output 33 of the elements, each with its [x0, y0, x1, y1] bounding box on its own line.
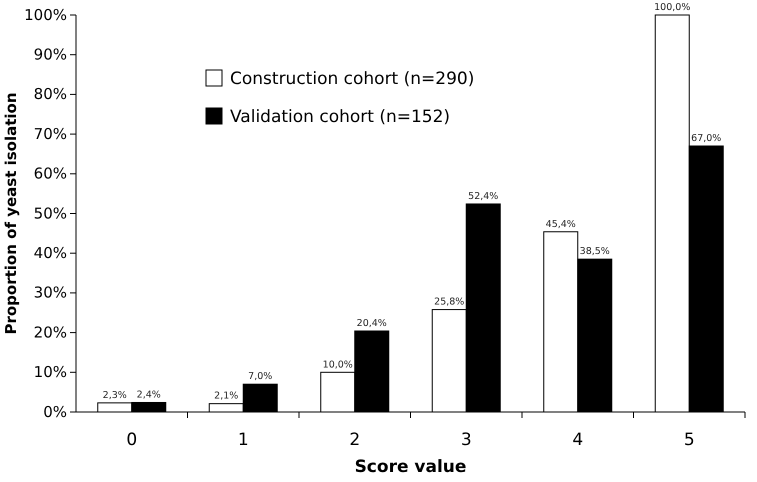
data-label: 67,0% [691, 133, 722, 144]
legend-label: Construction cohort (n=290) [230, 69, 474, 89]
y-tick-label: 60% [34, 164, 67, 183]
data-label: 2,4% [136, 389, 161, 400]
y-tick-label: 40% [34, 244, 67, 262]
x-tick-label: 2 [349, 430, 360, 450]
data-label: 100,0% [654, 2, 690, 13]
y-tick-label: 10% [34, 363, 67, 382]
x-tick-label: 1 [238, 430, 249, 450]
y-tick-label: 0% [43, 402, 67, 421]
x-tick-label: 4 [572, 430, 584, 450]
data-label: 45,4% [546, 218, 576, 230]
y-tick-label: 50% [34, 204, 67, 222]
y-tick-label: 80% [34, 85, 67, 104]
y-tick-label: 90% [34, 46, 67, 64]
data-label: 38,5% [580, 246, 610, 258]
y-tick-label: 70% [34, 124, 67, 143]
y-tick-label: 20% [34, 323, 67, 342]
x-axis-title: Score value [354, 457, 466, 477]
data-label: 20,4% [356, 318, 387, 330]
y-tick-label: 100% [24, 6, 67, 24]
data-label: 10,0% [322, 359, 353, 370]
x-tick-label: 5 [684, 430, 695, 450]
x-tick-label: 3 [460, 430, 472, 450]
data-label: 25,8% [434, 296, 464, 308]
data-label: 2,1% [214, 390, 238, 402]
data-label: 2,3% [102, 390, 127, 401]
y-tick-label: 30% [34, 284, 67, 302]
data-label: 52,4% [468, 190, 498, 202]
legend-label: Validation cohort (n=152) [230, 107, 450, 127]
data-label: 7,0% [248, 371, 272, 382]
y-axis-title: Proportion of yeast isolation [2, 92, 20, 335]
x-tick-label: 0 [126, 430, 138, 450]
